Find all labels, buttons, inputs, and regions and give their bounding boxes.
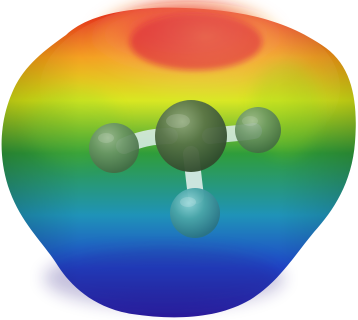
central-atom [155, 100, 227, 172]
right-atom [235, 107, 281, 153]
central-highlight [166, 114, 190, 128]
left-highlight [98, 133, 114, 143]
right-highlight [242, 116, 258, 126]
bottom-highlight [180, 197, 196, 207]
left-atom [89, 123, 139, 173]
bottom-atom [170, 188, 220, 238]
